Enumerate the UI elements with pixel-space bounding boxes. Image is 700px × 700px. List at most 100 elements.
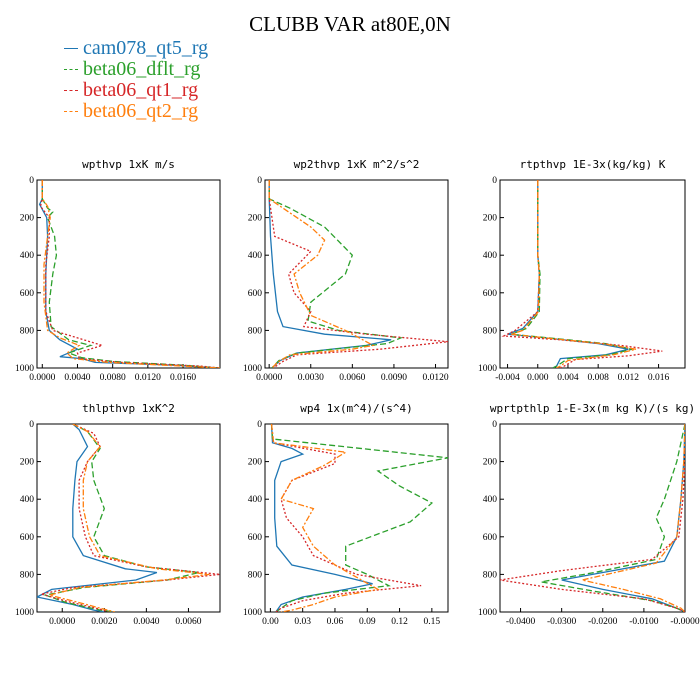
legend-label: beta06_dflt_rg xyxy=(83,58,201,80)
series-line-cam078_qt5_rg xyxy=(561,424,685,612)
x-tick-label: 0.0160 xyxy=(170,373,196,383)
series-line-beta06_dflt_rg xyxy=(270,424,448,612)
x-tick-label: 0.000 xyxy=(527,373,549,383)
panel-title: wp4 1x(m^4)/(s^4) xyxy=(300,402,413,415)
series-line-beta06_qt1_rg xyxy=(268,180,448,368)
plot-frame xyxy=(264,423,449,613)
x-tick-label: 0.016 xyxy=(648,373,670,383)
x-tick-label: -0.0000 xyxy=(670,617,700,627)
legend-label: cam078_qt5_rg xyxy=(83,37,209,59)
x-tick-label: 0.0090 xyxy=(381,373,407,383)
x-tick-label: 0.012 xyxy=(618,373,640,383)
y-tick-label: 1000 xyxy=(15,364,34,374)
panel-title: rtpthvp 1E-3x(kg/kg) K xyxy=(520,158,666,171)
y-tick-label: 1000 xyxy=(15,608,34,618)
chart-panel: thlpthvp 1xK^2 0 200 400 600 800 1000 0.0000 0.0… xyxy=(15,402,221,627)
x-tick-label: 0.0030 xyxy=(298,373,324,383)
y-tick-label: 0 xyxy=(492,176,497,186)
y-tick-label: 200 xyxy=(20,458,35,468)
y-tick-label: 400 xyxy=(20,495,35,505)
x-tick-label: -0.0100 xyxy=(629,617,659,627)
legend-item-beta06-qt1: beta06_qt1_rg xyxy=(64,80,208,101)
legend-label: beta06_qt2_rg xyxy=(83,100,199,122)
y-tick-label: 400 xyxy=(483,495,498,505)
series-line-cam078_qt5_rg xyxy=(37,424,158,612)
y-tick-label: 1000 xyxy=(243,364,262,374)
series-line-beta06_dflt_rg xyxy=(41,180,220,368)
chart-panel: wp2thvp 1xK m^2/s^2020040060080010000.00… xyxy=(243,158,449,383)
legend-label: beta06_qt1_rg xyxy=(83,79,199,101)
series-line-beta06_qt1_rg xyxy=(39,180,220,368)
x-tick-label: 0.03 xyxy=(294,617,311,627)
x-tick-label: 0.15 xyxy=(424,617,441,627)
series-line-beta06_qt1_rg xyxy=(501,180,663,368)
legend-swatch xyxy=(64,48,78,49)
x-tick-label: 0.06 xyxy=(327,617,344,627)
y-tick-label: 200 xyxy=(248,458,263,468)
series-line-beta06_dflt_rg xyxy=(540,424,685,612)
series-line-cam078_qt5_rg xyxy=(38,180,220,368)
x-tick-label: -0.0200 xyxy=(588,617,618,627)
y-tick-label: 800 xyxy=(483,570,498,580)
series-line-beta06_qt2_rg xyxy=(511,180,637,368)
x-tick-label: 0.0040 xyxy=(133,617,159,627)
y-tick-label: 800 xyxy=(248,326,263,336)
series-line-beta06_qt2_rg xyxy=(270,424,380,612)
y-tick-label: 400 xyxy=(20,251,35,261)
x-tick-label: 0.0120 xyxy=(135,373,161,383)
y-tick-label: 0 xyxy=(29,176,34,186)
y-tick-label: 1000 xyxy=(478,608,497,618)
legend-item-beta06-qt2: beta06_qt2_rg xyxy=(64,101,208,122)
y-tick-label: 600 xyxy=(483,533,498,543)
series-line-beta06_qt2_rg xyxy=(582,424,685,612)
plot-frame xyxy=(36,423,221,613)
series-line-cam078_qt5_rg xyxy=(268,180,392,368)
chart-panel: rtpthvp 1E-3x(kg/kg) K 0 200 400 600 800 1000-… xyxy=(478,158,686,383)
x-tick-label: 0.00 xyxy=(262,617,279,627)
series-line-beta06_qt1_rg xyxy=(500,424,685,612)
y-tick-label: 200 xyxy=(483,458,498,468)
x-tick-label: 0.0040 xyxy=(64,373,90,383)
series-line-beta06_qt1_rg xyxy=(270,424,422,612)
series-line-beta06_dflt_rg xyxy=(511,180,633,368)
x-tick-label: -0.0400 xyxy=(506,617,536,627)
series-line-beta06_dflt_rg xyxy=(42,424,200,612)
plot-frame xyxy=(36,179,221,369)
x-tick-label: 0.0020 xyxy=(91,617,117,627)
panel-title: wp2thvp 1xK m^2/s^2 xyxy=(294,158,420,171)
x-tick-label: -0.0300 xyxy=(547,617,577,627)
x-tick-label: 0.0120 xyxy=(422,373,448,383)
y-tick-label: 600 xyxy=(248,533,263,543)
x-tick-label: 0.004 xyxy=(557,373,579,383)
y-tick-label: 1000 xyxy=(243,608,262,618)
legend-swatch xyxy=(64,69,78,70)
x-tick-label: 0.0080 xyxy=(100,373,126,383)
y-tick-label: 600 xyxy=(483,289,498,299)
panel-title: wpthvp 1xK m/s xyxy=(82,158,175,171)
series-line-beta06_qt2_rg xyxy=(41,180,220,368)
plot-frame xyxy=(499,179,686,369)
panel-title: wprtpthlp 1-E-3x(m kg K)/(s kg) xyxy=(490,402,695,415)
series-line-beta06_dflt_rg xyxy=(268,180,404,368)
x-tick-label: 0.0000 xyxy=(29,373,55,383)
y-tick-label: 800 xyxy=(248,570,263,580)
x-tick-label: 0.0000 xyxy=(49,617,75,627)
legend-item-beta06-dflt: beta06_dflt_rg xyxy=(64,59,208,80)
plot-frame xyxy=(499,423,686,613)
y-tick-label: 0 xyxy=(257,176,262,186)
y-tick-label: 200 xyxy=(20,214,35,224)
x-tick-label: 0.0060 xyxy=(339,373,365,383)
chart-panel: wprtpthlp 1-E-3x(m kg K)/(s kg) 0 200 400 60… xyxy=(478,402,700,627)
y-tick-label: 200 xyxy=(483,214,498,224)
y-tick-label: 800 xyxy=(483,326,498,336)
series-line-beta06_qt2_rg xyxy=(49,424,210,612)
y-tick-label: 0 xyxy=(29,420,34,430)
legend-swatch xyxy=(64,111,78,112)
x-tick-label: -0.004 xyxy=(495,373,520,383)
y-tick-label: 400 xyxy=(248,495,263,505)
plot-frame xyxy=(264,179,449,369)
y-tick-label: 0 xyxy=(492,420,497,430)
legend: cam078_qt5_rg beta06_dflt_rg beta06_qt1_… xyxy=(64,38,208,122)
series-line-beta06_qt1_rg xyxy=(41,424,220,612)
